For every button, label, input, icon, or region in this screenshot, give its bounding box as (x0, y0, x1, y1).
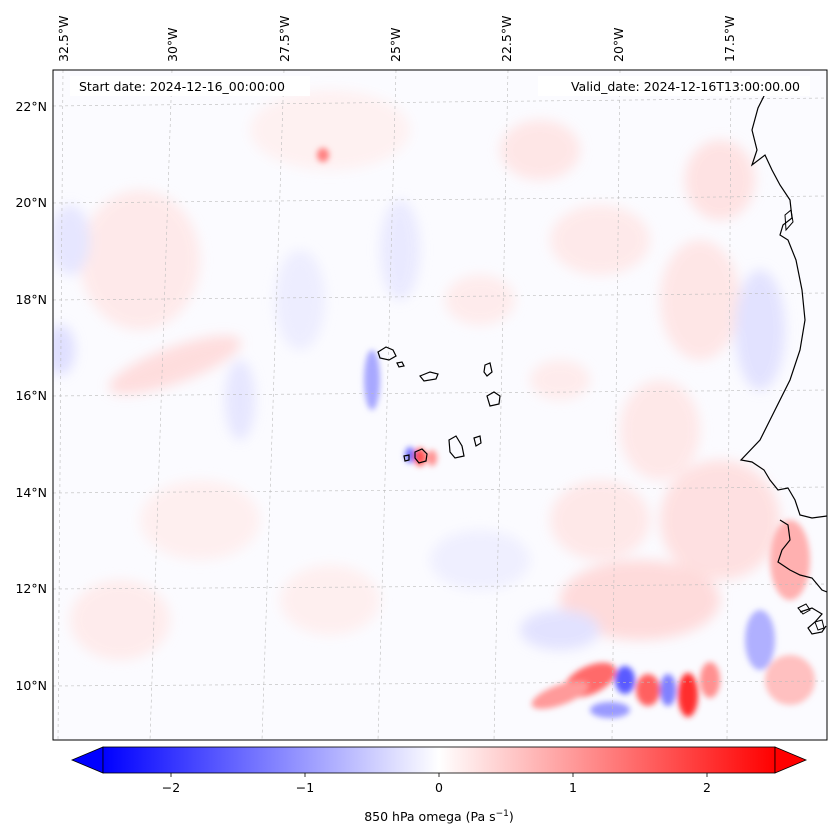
coastline-bijagos (799, 607, 827, 635)
island-sal (483, 362, 493, 377)
lat-label: 12°N (15, 581, 47, 596)
colorbar-tick: 0 (435, 780, 443, 795)
colorbar-tick: 2 (703, 780, 711, 795)
colorbar-scale (102, 746, 776, 774)
lat-label: 16°N (15, 388, 47, 403)
island-sao-vicente (396, 361, 405, 368)
lat-label: 14°N (15, 485, 47, 500)
valid-date-label: Valid_date: 2024-12-16T13:00:00.00 (571, 79, 800, 94)
coast-islet (784, 209, 794, 232)
island-santiago (448, 435, 465, 459)
lon-label: 30°W (165, 27, 180, 62)
island-sao-nicolau (419, 371, 439, 382)
colorbar-label: 850 hPa omega (Pa s−1) (364, 809, 514, 824)
island-brava (403, 454, 410, 462)
map-panel: Start date: 2024-12-16_00:00:00 Valid_da… (15, 16, 828, 741)
latitude-labels: 22°N 20°N 18°N 16°N 14°N 12°N 10°N (15, 99, 47, 693)
colorbar-tick: −1 (296, 780, 314, 795)
colorbar-min-extend (70, 746, 104, 774)
graticule (53, 70, 827, 740)
coastline-africa (739, 77, 827, 519)
lat-label: 18°N (15, 292, 47, 307)
lat-label: 20°N (15, 195, 47, 210)
lon-label: 17.5°W (722, 16, 737, 62)
start-date-box (70, 76, 310, 96)
lon-label: 20°W (611, 27, 626, 62)
lon-label: 22.5°W (499, 16, 514, 62)
map-frame (52, 69, 828, 741)
colorbar-tick: −2 (162, 780, 180, 795)
lon-label: 25°W (388, 27, 403, 62)
island-fogo (414, 448, 428, 464)
colorbar-max-extend (774, 746, 808, 774)
island-boa-vista (486, 391, 501, 407)
island-santo-antao (377, 346, 397, 361)
island-maio (473, 435, 482, 447)
start-date-label: Start date: 2024-12-16_00:00:00 (79, 79, 285, 94)
colorbar-tick: 1 (569, 780, 577, 795)
colorbar: −2 −1 0 1 2 850 hPa omega (Pa s−1) (70, 746, 808, 824)
omega-field (53, 70, 827, 740)
lat-label: 10°N (15, 678, 47, 693)
valid-date-box (538, 76, 810, 96)
longitude-labels: 32.5°W 30°W 27.5°W 25°W 22.5°W 20°W 17.5… (56, 16, 737, 62)
lat-label: 22°N (15, 99, 47, 114)
cape-verde-islands (377, 346, 501, 464)
coastline-guinea (777, 519, 827, 593)
lon-label: 27.5°W (277, 16, 292, 62)
lon-label: 32.5°W (56, 16, 71, 62)
